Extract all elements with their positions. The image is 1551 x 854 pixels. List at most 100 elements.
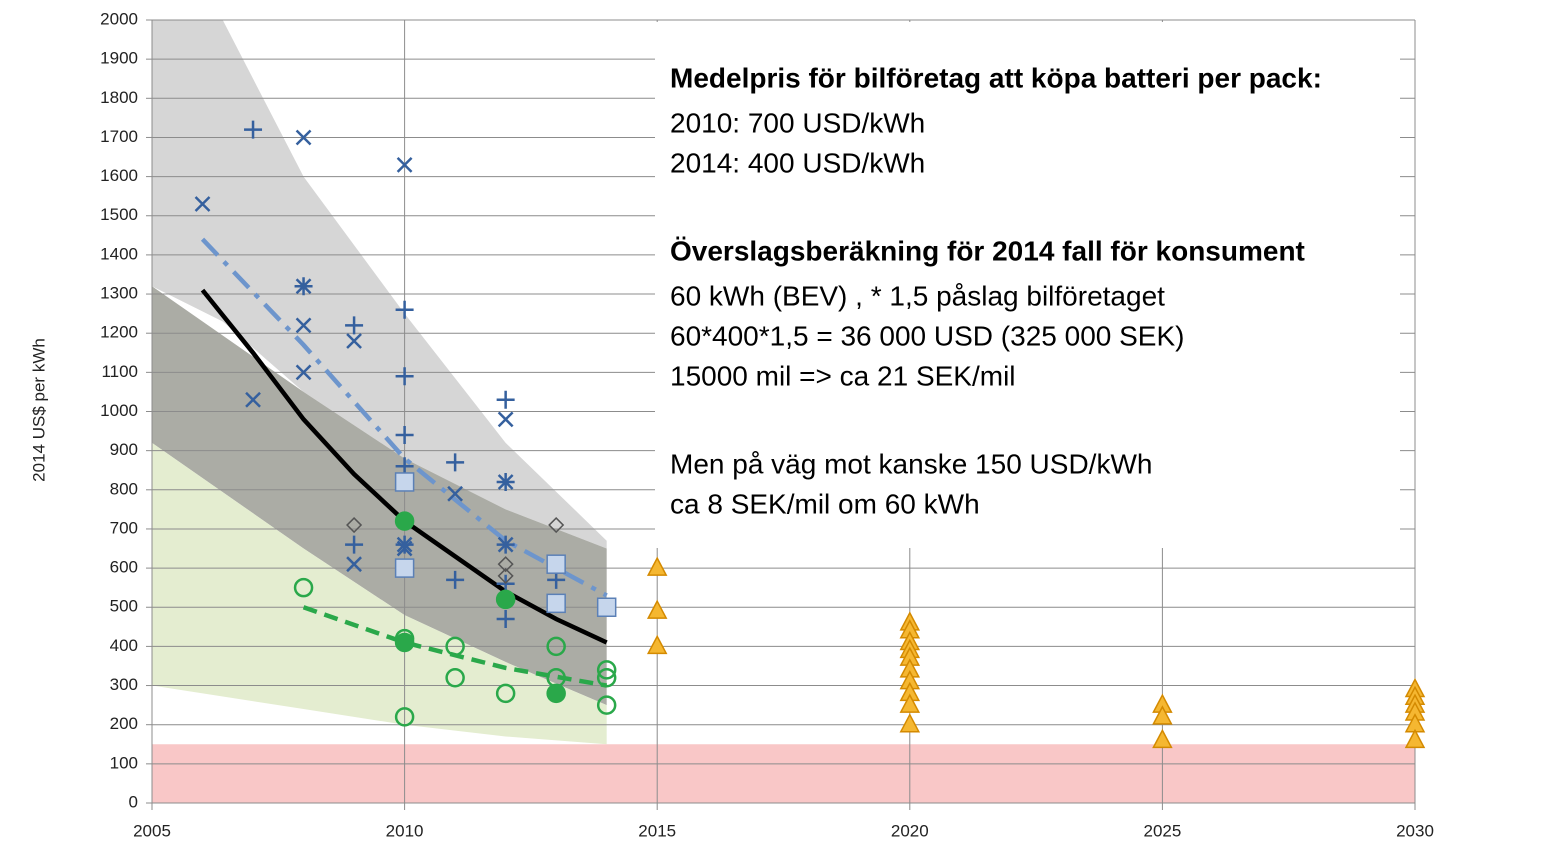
data-point xyxy=(394,558,415,578)
trend-line xyxy=(200,237,608,598)
data-point xyxy=(497,556,514,573)
points xyxy=(194,120,1426,749)
annotation-line: 2010: 700 USD/kWh xyxy=(670,107,925,138)
data-point xyxy=(596,597,617,617)
data-point xyxy=(394,472,415,492)
data-point xyxy=(1152,728,1173,749)
annotation-line: 60 kWh (BEV) , * 1,5 påslag bilföretaget xyxy=(670,280,1165,311)
annotation-line: Men på väg mot kanske 150 USD/kWh xyxy=(670,448,1152,479)
y-tick-label: 400 xyxy=(110,636,138,655)
y-tick-label: 1900 xyxy=(100,49,138,68)
confidence-band xyxy=(152,20,607,549)
y-tick-label: 1500 xyxy=(100,205,138,224)
data-point xyxy=(596,695,617,715)
data-point xyxy=(497,411,514,428)
y-tick-label: 1600 xyxy=(100,166,138,185)
y-tick-label: 700 xyxy=(110,518,138,537)
data-point xyxy=(396,156,413,173)
y-tick-label: 300 xyxy=(110,675,138,694)
data-point xyxy=(446,570,465,589)
data-point xyxy=(646,599,668,619)
annotation-heading: Medelpris för bilföretag att köpa batter… xyxy=(670,62,1322,93)
data-point xyxy=(445,667,465,688)
y-axis-title: 2014 US$ per kWh xyxy=(29,338,48,482)
data-point xyxy=(395,300,414,319)
annotation-line: 60*400*1,5 = 36 000 USD (325 000 SEK) xyxy=(670,320,1184,351)
x-tick-label: 2015 xyxy=(638,821,676,840)
y-tick-label: 600 xyxy=(110,558,138,577)
data-point xyxy=(394,511,415,531)
data-point xyxy=(345,535,364,554)
x-tick-label: 2025 xyxy=(1143,821,1181,840)
y-tick-label: 2000 xyxy=(100,9,138,28)
x-tick-label: 2020 xyxy=(891,821,929,840)
data-point xyxy=(497,536,514,553)
data-point xyxy=(295,364,312,381)
data-point xyxy=(497,474,514,490)
data-point xyxy=(346,556,362,573)
confidence-band xyxy=(152,744,1415,803)
data-point xyxy=(244,120,263,139)
data-point xyxy=(596,667,617,688)
data-point xyxy=(546,636,566,657)
data-point xyxy=(447,485,464,502)
annotation-heading: Överslagsberäkning för 2014 fall för kon… xyxy=(670,235,1305,266)
data-point xyxy=(646,634,668,655)
data-point xyxy=(546,593,566,614)
data-point xyxy=(1152,705,1173,725)
annotation-line: 15000 mil => ca 21 SEK/mil xyxy=(670,360,1016,391)
data-point xyxy=(899,693,921,713)
data-point xyxy=(394,628,415,649)
x-tick-label: 2005 xyxy=(133,821,171,840)
data-point xyxy=(295,317,312,334)
y-tick-label: 1700 xyxy=(100,127,138,146)
data-point xyxy=(496,609,515,628)
data-point xyxy=(295,129,312,146)
y-tick-label: 900 xyxy=(110,440,138,459)
data-point xyxy=(546,554,566,574)
y-tick-label: 1200 xyxy=(100,323,138,342)
y-tick-label: 1000 xyxy=(100,401,138,420)
data-point xyxy=(495,683,516,704)
y-tick-label: 100 xyxy=(110,753,138,772)
x-tick-label: 2030 xyxy=(1396,821,1434,840)
x-tick-label: 2010 xyxy=(386,821,424,840)
labels: 0 100 200 300 400 500 600 700 800 900 1000 1100 1200… xyxy=(100,9,1434,840)
y-tick-label: 200 xyxy=(110,714,138,733)
data-point xyxy=(293,577,314,598)
data-point xyxy=(294,277,313,296)
data-point xyxy=(395,535,414,554)
y-tick-label: 1100 xyxy=(101,362,138,381)
data-point xyxy=(1404,728,1426,749)
confidence-band xyxy=(152,442,607,745)
data-point xyxy=(899,713,921,733)
data-point xyxy=(646,556,668,576)
data-point xyxy=(546,667,566,688)
data-point xyxy=(497,567,514,584)
y-tick-label: 500 xyxy=(110,597,138,616)
data-point xyxy=(345,316,364,335)
annotation-line: 2014: 400 USD/kWh xyxy=(670,147,925,178)
data-point xyxy=(394,707,415,727)
y-tick-label: 800 xyxy=(110,479,138,498)
data-point xyxy=(395,425,414,444)
data-point xyxy=(596,660,617,680)
data-point xyxy=(495,589,516,610)
data-point xyxy=(546,683,566,704)
y-tick-label: 0 xyxy=(129,792,138,811)
data-point xyxy=(194,196,211,212)
data-point xyxy=(548,516,565,534)
data-point xyxy=(496,390,515,409)
annotation-line: ca 8 SEK/mil om 60 kWh xyxy=(670,488,980,519)
data-point xyxy=(446,453,465,472)
y-tick-label: 1300 xyxy=(100,284,138,303)
y-tick-label: 1400 xyxy=(100,244,138,263)
data-point xyxy=(395,367,414,386)
data-point xyxy=(346,333,362,349)
y-tick-label: 1800 xyxy=(100,88,138,107)
annotation-box xyxy=(655,22,1400,548)
data-point xyxy=(245,391,261,408)
data-point xyxy=(445,636,465,657)
data-point xyxy=(346,516,363,534)
